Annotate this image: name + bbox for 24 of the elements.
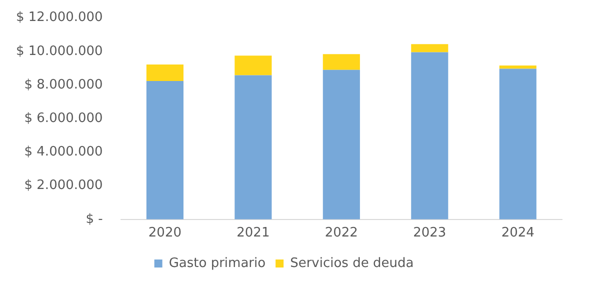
legend-label: Servicios de deuda	[290, 256, 414, 271]
y-tick-label: $ -	[86, 212, 104, 227]
y-tick-label: $ 2.000.000	[24, 178, 103, 194]
bar	[499, 66, 536, 69]
bar	[146, 80, 184, 220]
bar	[146, 64, 184, 81]
x-tick-label: 2022	[324, 226, 358, 241]
y-tick-label: $ 12.000.000	[16, 10, 103, 26]
y-tick-label: $ 10.000.000	[16, 44, 103, 59]
bar	[411, 52, 448, 220]
x-tick-label: 2023	[413, 226, 446, 241]
bar	[234, 56, 272, 76]
y-tick-label: $ 8.000.000	[24, 77, 103, 92]
x-tick-label: 2020	[148, 226, 182, 241]
bar	[322, 54, 360, 70]
bar	[322, 70, 360, 220]
legend-label: Gasto primario	[168, 256, 266, 271]
x-tick-label: 2024	[501, 226, 534, 241]
y-tick-label: $ 4.000.000	[24, 144, 103, 160]
x-tick-label: 2021	[236, 226, 270, 241]
bar	[411, 44, 448, 52]
bar	[499, 68, 536, 220]
bar	[234, 75, 272, 220]
y-tick-label: $ 6.000.000	[24, 110, 103, 126]
